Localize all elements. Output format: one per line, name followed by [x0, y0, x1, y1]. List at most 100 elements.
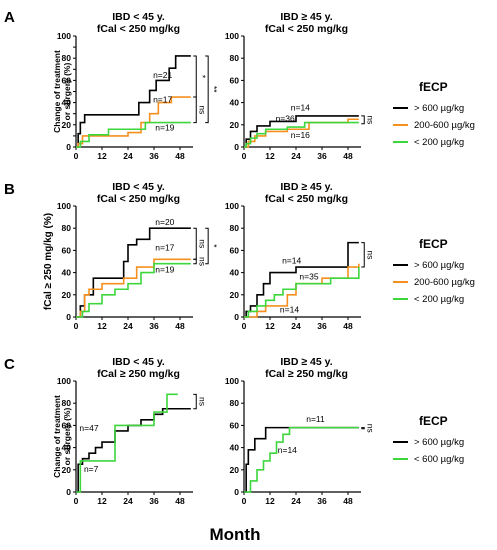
y-tick-label: 0 — [234, 142, 239, 152]
n-annotation: n=17 — [153, 95, 172, 105]
significance-bracket — [193, 227, 197, 260]
panel-title-line: fCal < 250 mg/kg — [265, 193, 348, 205]
legend-title: fECP — [419, 414, 448, 428]
legend: fECP > 600 µg/kg 200-600 µg/kg < 200 µg/kg — [393, 237, 475, 305]
km-panel-5: IBD < 45 y. fCal ≥ 250 mg/kg 0 20 40 60 80 100 0… — [57, 356, 207, 506]
panel-title-line: IBD ≥ 45 y. — [280, 356, 332, 368]
x-tick-label: 0 — [242, 496, 247, 506]
x-tick-label: 36 — [317, 151, 327, 161]
x-tick-label: 48 — [175, 151, 185, 161]
panel-title-line: IBD < 45 y. — [112, 181, 165, 193]
y-tick-label: 40 — [62, 443, 72, 453]
panel-title: IBD ≥ 45 y. fCal ≥ 250 mg/kg — [265, 356, 348, 380]
n-annotation: n=17 — [155, 242, 174, 252]
legend-entry: < 600 µg/kg — [414, 454, 464, 465]
km-panel-4: IBD ≥ 45 y. fCal < 250 mg/kg 0 20 40 60 80 100 0… — [225, 181, 375, 331]
y-tick-label: 80 — [62, 398, 72, 408]
panel-title-line: IBD ≥ 45 y. — [280, 11, 332, 23]
n-annotation: n=36 — [276, 113, 295, 123]
panel-title-line: IBD < 45 y. — [112, 11, 165, 23]
y-tick-label: 100 — [57, 31, 71, 41]
km-curve-2 — [76, 393, 178, 493]
km-curve-1 — [244, 115, 359, 148]
y-tick-label: 0 — [234, 487, 239, 497]
km-curve-2 — [244, 263, 360, 318]
x-tick-label: 12 — [97, 496, 107, 506]
y-tick-label: 20 — [62, 290, 72, 300]
significance-label: ** — [209, 86, 219, 93]
legend-title: fECP — [419, 237, 448, 251]
km-panel-6: IBD ≥ 45 y. fCal ≥ 250 mg/kg 0 20 40 60 80 100 0… — [225, 356, 375, 506]
n-annotation: n=14 — [282, 256, 301, 266]
significance-label: * — [197, 75, 207, 79]
x-tick-label: 48 — [175, 496, 185, 506]
legend-entry: > 600 µg/kg — [414, 260, 464, 271]
y-tick-label: 60 — [230, 245, 240, 255]
x-tick-label: 24 — [291, 496, 301, 506]
legend-entry: > 600 µg/kg — [414, 103, 464, 114]
y-axis-label-line: or surgery (%) — [62, 408, 72, 466]
panel-title: IBD ≥ 45 y. fCal < 250 mg/kg — [265, 11, 348, 35]
y-tick-label: 40 — [62, 98, 72, 108]
y-tick-label: 20 — [62, 465, 72, 475]
significance-label: * — [209, 244, 219, 248]
y-tick-label: 40 — [62, 268, 72, 278]
x-tick-label: 36 — [317, 496, 327, 506]
y-axis-label-line: or surgery (%) — [62, 63, 72, 121]
chart-panels: IBD < 45 y. fCal < 250 mg/kg0204060801000… — [57, 11, 375, 506]
x-tick-label: 12 — [97, 151, 107, 161]
significance-bracket — [205, 227, 209, 265]
km-curve-2 — [244, 426, 359, 493]
y-axis-label-line: Change of treatment — [52, 395, 62, 478]
n-annotation: n=20 — [155, 217, 174, 227]
y-tick-label: 60 — [62, 75, 72, 85]
x-tick-label: 12 — [265, 321, 275, 331]
panel-title: IBD < 45 y. fCal ≥ 250 mg/kg — [97, 356, 180, 380]
y-tick-label: 80 — [230, 398, 240, 408]
n-annotation: n=14 — [280, 305, 299, 315]
km-panel-2: IBD ≥ 45 y. fCal < 250 mg/kg 0 20 40 60 80 100 0… — [225, 11, 375, 161]
km-curve-3 — [244, 267, 360, 318]
significance-label: ns — [197, 105, 207, 114]
n-annotation: n=35 — [299, 271, 318, 281]
significance-bracket — [193, 393, 197, 410]
x-tick-label: 24 — [291, 151, 301, 161]
y-axis-label: fCal ≥ 250 mg/kg (%) — [43, 213, 54, 310]
significance-bracket — [193, 96, 197, 124]
panel-title-line: fCal < 250 mg/kg — [265, 23, 348, 35]
y-tick-label: 20 — [62, 120, 72, 130]
significance-label: ns — [365, 115, 375, 124]
y-axis-label: Change of treatmentor surgery (%) — [52, 395, 72, 478]
x-tick-label: 0 — [74, 321, 79, 331]
y-tick-label: 80 — [62, 53, 72, 63]
n-annotation: n=19 — [155, 122, 174, 132]
y-tick-label: 60 — [230, 75, 240, 85]
km-curve-3 — [76, 262, 191, 318]
n-annotation: n=21 — [153, 70, 172, 80]
significance-label: ns — [365, 424, 375, 433]
x-axis-label: Month — [210, 525, 261, 544]
n-annotation: n=19 — [155, 265, 174, 275]
x-tick-label: 48 — [343, 496, 353, 506]
y-tick-label: 100 — [225, 376, 239, 386]
significance-bracket — [205, 55, 209, 124]
legend-entry: < 200 µg/kg — [414, 137, 464, 148]
y-tick-label: 100 — [57, 201, 71, 211]
significance-bracket — [193, 258, 197, 265]
panel-title: IBD < 45 y. fCal < 250 mg/kg — [97, 181, 180, 205]
y-tick-label: 40 — [230, 443, 240, 453]
legend: fECP > 600 µg/kg < 600 µg/kg — [393, 414, 464, 465]
panel-title: IBD ≥ 45 y. fCal < 250 mg/kg — [265, 181, 348, 205]
n-annotation: n=14 — [291, 102, 310, 112]
significance-label: ns — [197, 239, 207, 248]
panel-title-line: IBD < 45 y. — [112, 356, 165, 368]
n-annotation: n=11 — [306, 414, 325, 424]
y-tick-label: 20 — [230, 465, 240, 475]
x-tick-label: 12 — [265, 496, 275, 506]
y-tick-label: 0 — [66, 312, 71, 322]
y-tick-label: 40 — [230, 98, 240, 108]
y-tick-label: 80 — [230, 223, 240, 233]
legend-entry: < 200 µg/kg — [414, 294, 464, 305]
legend-entry: 200-600 µg/kg — [414, 120, 475, 131]
panel-title-line: fCal ≥ 250 mg/kg — [97, 368, 180, 380]
